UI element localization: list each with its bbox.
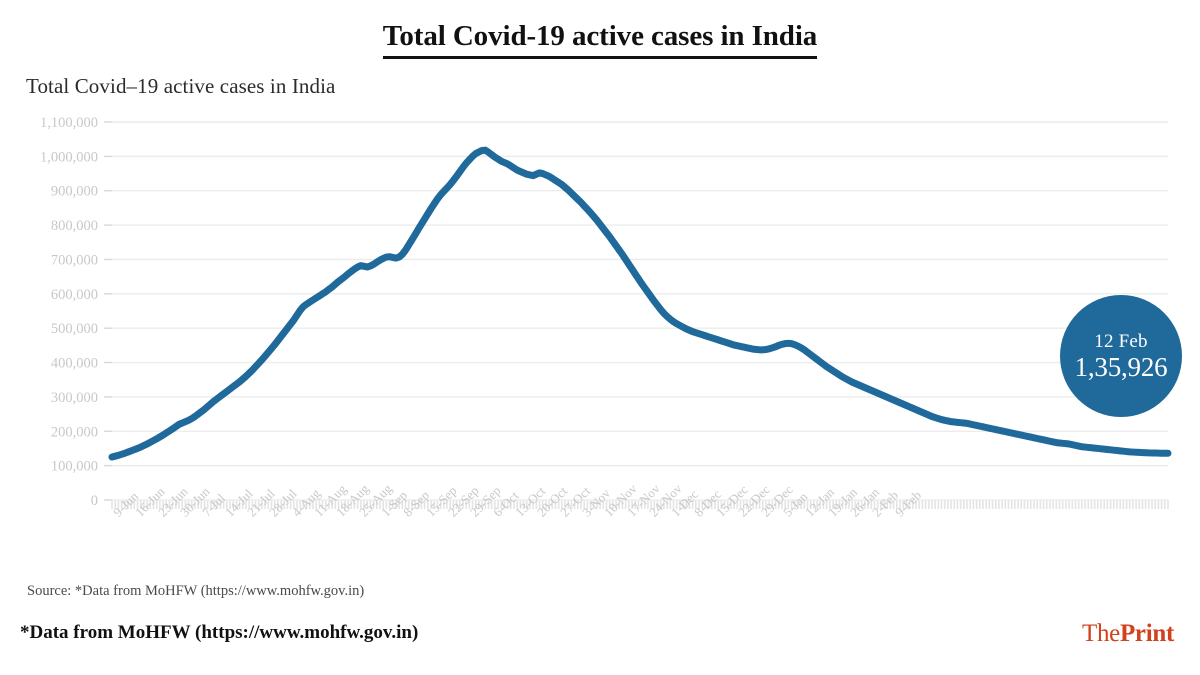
gridlines-group <box>112 121 1168 467</box>
y-axis-tick-marks <box>104 121 112 501</box>
y-axis-tick-label: 700,000 <box>51 252 98 268</box>
line-chart-svg: 0 100,000 200,000 300,000 400,000 500,000 600,… <box>40 115 1172 509</box>
page-title: Total Covid-19 active cases in India <box>382 20 817 60</box>
active-cases-line <box>108 146 1172 461</box>
y-axis-tick-label: 900,000 <box>51 184 98 200</box>
y-axis-tick-label: 200,000 <box>51 424 98 440</box>
callout-date: 12 Feb <box>1094 330 1148 352</box>
y-axis-tick-label: 600,000 <box>51 287 98 303</box>
callout-value: 1,35,926 <box>1074 351 1168 382</box>
y-axis-tick-label: 1,100,000 <box>40 115 98 131</box>
latest-value-callout: 12 Feb 1,35,926 <box>1060 295 1182 417</box>
chart-subtitle: Total Covid–19 active cases in India <box>26 74 336 98</box>
y-axis-tick-label: 300,000 <box>51 390 98 406</box>
logo-the: The <box>1081 620 1120 647</box>
chart-plot-area: 0 100,000 200,000 300,000 400,000 500,000 600,… <box>0 112 1200 512</box>
x-axis-tick-marks <box>111 499 1169 509</box>
y-axis-tick-label: 100,000 <box>51 459 98 475</box>
source-note: Source: *Data from MoHFW (https://www.mo… <box>27 583 365 599</box>
y-axis-tick-label: 400,000 <box>51 356 98 372</box>
x-axis-tick-label-group: 9-Jun 16-Jun 23-Jun 30-Jun 7-Jul 14-Jul 21-Jul… <box>0 481 1200 573</box>
y-axis-tick-label: 1,000,000 <box>40 149 98 165</box>
y-axis-tick-label: 0 <box>91 493 98 509</box>
logo-print: Print <box>1119 620 1174 647</box>
footer-divider <box>0 612 1200 613</box>
y-axis-tick-label: 800,000 <box>51 218 98 234</box>
footer-note: *Data from MoHFW (https://www.mohfw.gov.… <box>20 622 419 643</box>
y-axis-tick-label: 500,000 <box>51 321 98 337</box>
y-axis-tick-labels: 0 100,000 200,000 300,000 400,000 500,000 600,… <box>40 115 98 509</box>
headline-container: Total Covid-19 active cases in India <box>0 20 1200 60</box>
theprint-logo: ThePrint <box>1082 620 1174 648</box>
